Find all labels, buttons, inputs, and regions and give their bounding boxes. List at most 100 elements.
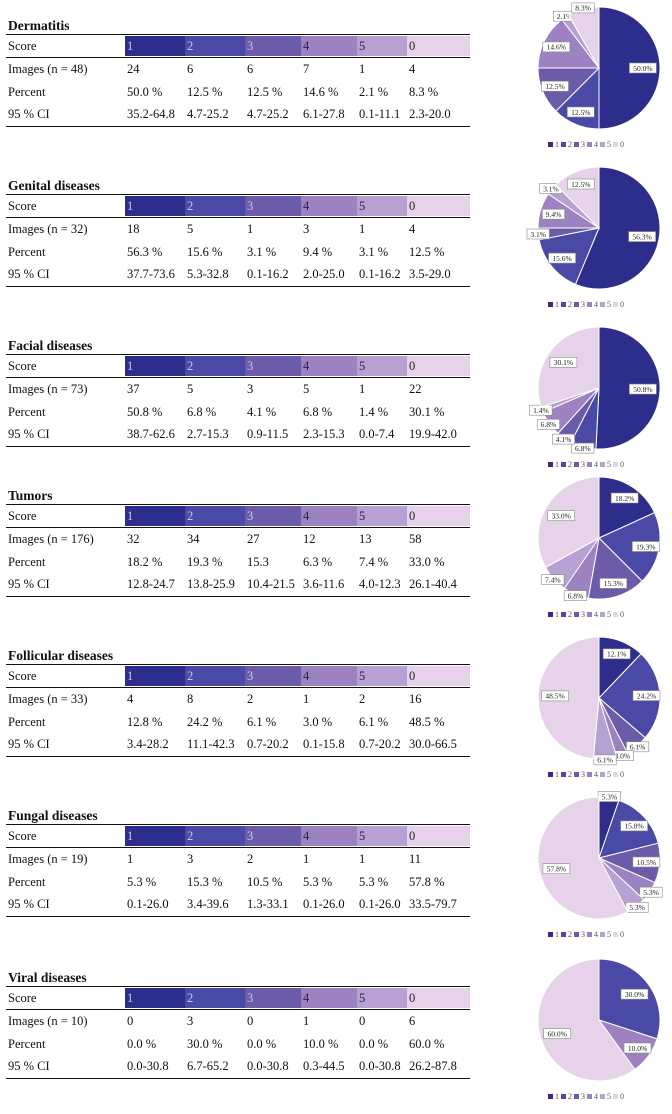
value-cell: 50.0 % [127,84,163,99]
value-cell: 1 [359,222,366,236]
pie-label-box [639,886,663,898]
legend-item: 3 [574,769,585,781]
legend-swatch [574,772,579,777]
row-label: Images (n = 33) [8,692,88,706]
score-table: Score 1 2 3 4 5 0 Images (n = 32) 18 5 1 3 1 4 Percent… [6,194,470,287]
value-cell: 15.3 [247,554,269,569]
legend-item: 5 [600,139,611,151]
value-cell: 0.0 % [247,1036,277,1051]
score-cell: 4 [301,506,357,526]
pie-label-text: 6.1% [597,756,613,765]
legend-label: 0 [620,140,624,149]
pie-label-text: 30.0% [625,990,644,999]
value-cell: 0 [127,1014,134,1028]
value-cell: 4 [409,62,416,76]
value-cell: 30.0-66.5 [409,737,457,751]
legend-label: 4 [594,770,598,779]
value-cell: 7.4 % [359,554,389,569]
pie-label-text: 6.8% [568,591,584,600]
pie-label-text: 3.1% [543,184,559,193]
pie-label-text: 30.1% [554,358,573,367]
pie-data-label: 5.3% [639,886,663,898]
score-cell: 1 [125,988,185,1008]
score-cell: 4 [301,826,357,846]
score-cell: 2 [185,36,245,56]
legend-label: 5 [607,1092,611,1101]
score-cell: 0 [407,196,470,216]
pie-label-text: 1.4% [533,406,549,415]
score-cell: 1 [125,196,185,216]
pie-data-label: 10.0% [623,1042,652,1054]
pie-label-box [563,590,587,601]
legend-item: 1 [548,929,559,941]
legend-label: 3 [581,610,585,619]
pie-label-text: 4.1% [556,435,572,444]
row-label: Images (n = 73) [8,382,88,396]
value-cell: 18 [127,222,140,236]
legend-swatch [574,1094,579,1099]
value-cell: 8.3 % [409,84,439,99]
value-cell: 6.7-65.2 [187,1059,229,1073]
value-cell: 2.0-25.0 [303,267,345,281]
pie-chart: 18.2% 19.3% 15.3% 6.8% 7.4% 33.0% 1 2 3 4 5 0 [526,470,672,630]
value-cell: 2.7-15.3 [187,427,229,441]
legend-swatch [587,612,592,617]
ci-row: 95 % CI 35.2-64.8 4.7-25.2 4.7-25.2 6.1-27.8… [6,103,470,127]
row-label: 95 % CI [8,427,50,441]
legend-item: 1 [548,609,559,621]
value-cell: 35.2-64.8 [127,107,175,121]
legend-label: 5 [607,610,611,619]
pie-label-text: 14.6% [547,43,566,52]
legend-label: 4 [594,1092,598,1101]
pie-svg: 56.3% 15.6% 3.1% 9.4% 3.1% 12.5% [526,166,661,290]
pie-label-box [566,106,595,118]
disease-section: Viral diseases Score 1 2 3 4 5 0 Images (n = 10)… [0,952,672,1112]
legend-swatch [587,302,592,307]
score-cell: 5 [357,36,407,56]
legend-swatch [613,932,618,937]
legend-label: 1 [555,300,559,309]
pie-label-text: 12.1% [607,650,626,659]
value-cell: 15.6 % [187,244,223,259]
pie-label-text: 3.0% [614,752,630,761]
ci-row: 95 % CI 3.4-28.2 11.1-42.3 0.7-20.2 0.1-15.8… [6,733,470,757]
value-cell: 1 [359,382,366,396]
legend-item: 2 [561,609,572,621]
legend-item: 3 [574,459,585,471]
value-cell: 33.5-79.7 [409,897,457,911]
score-cell: 0 [407,988,470,1008]
section-title: Tumors [8,488,53,503]
row-label: Score [8,359,37,373]
images-row: Images (n = 176) 32 34 27 12 13 58 [6,528,470,551]
value-cell: 0.0-30.8 [247,1059,289,1073]
percent-row: Percent 12.8 % 24.2 % 6.1 % 3.0 % 6.1 % 48.5 % [6,711,470,734]
pie-data-label: 30.0% [620,988,649,1000]
row-label: Score [8,669,37,683]
value-cell: 3.0 % [303,714,333,729]
row-label: Score [8,991,37,1005]
score-cell: 0 [407,36,470,56]
legend-swatch [561,932,566,937]
row-label: Images (n = 19) [8,852,88,866]
legend-swatch [613,1094,618,1099]
pie-svg: 12.1% 24.2% 6.1%3.0%6.1% 48.5% [537,636,661,766]
pie-chart: 30.0% 10.0% 60.0% 1 2 3 4 5 0 [526,952,672,1112]
value-cell: 10.0 % [303,1036,339,1051]
pie-data-label: 14.6% [542,41,571,53]
pie-label-box [620,820,648,832]
pie-label-text: 5.3% [601,792,617,801]
value-cell: 12.8-24.7 [127,577,175,591]
legend-label: 3 [581,140,585,149]
pie-label-box [571,2,595,14]
score-cell: 1 [125,356,185,376]
legend-swatch [613,612,618,617]
legend-swatch [600,462,605,467]
value-cell: 27 [247,532,260,546]
legend-label: 2 [568,610,572,619]
value-cell: 11.1-42.3 [187,737,235,751]
pie-chart: 5.3% 15.8% 10.5% 5.3% 5.3% 57.8% 1 2 3 4 5 0 [526,790,672,950]
legend-item: 3 [574,139,585,151]
pie-label-text: 6.1% [630,743,646,752]
pie-label-box [626,741,650,753]
